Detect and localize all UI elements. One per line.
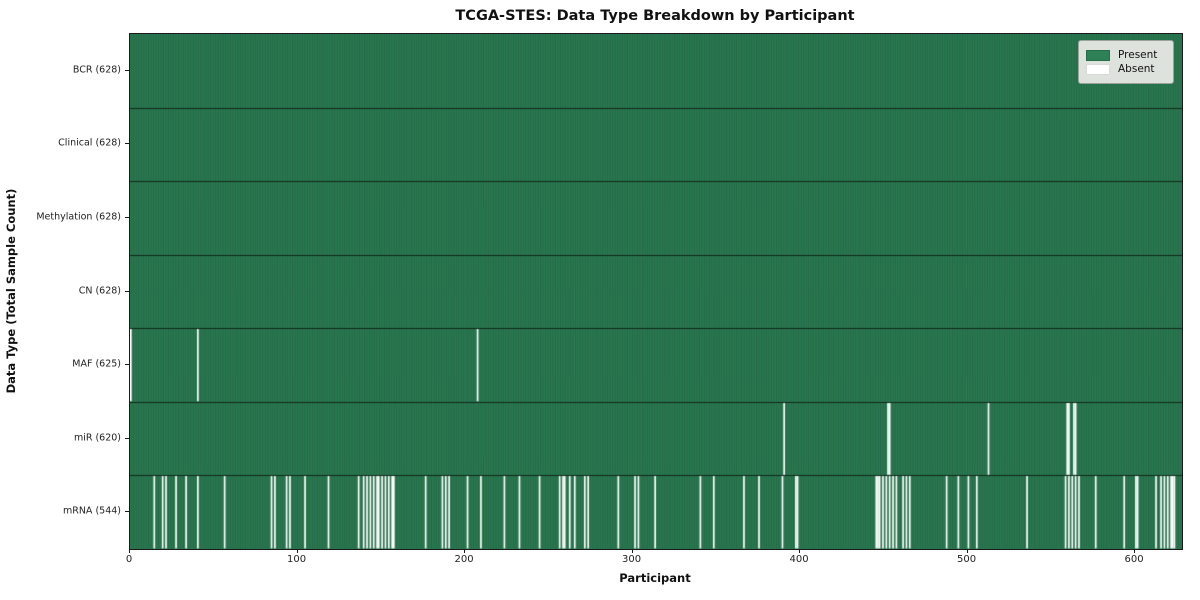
chart-title: TCGA-STES: Data Type Breakdown by Partic… [455,8,855,24]
x-axis-label: Participant [619,571,691,585]
y-tick-label-mRNA: mRNA (544) [62,505,121,517]
legend-label-present: Present [1118,49,1158,61]
y-tick-mark [125,69,129,71]
x-tick-label-300: 300 [622,554,642,565]
y-axis-label: Data Type (Total Sample Count) [4,188,18,394]
x-tick-mark [464,549,466,553]
y-tick-mark [125,511,129,513]
y-tick-mark [125,290,129,292]
legend-item-absent: Absent [1086,63,1165,75]
x-tick-mark [296,549,298,553]
x-tick-mark [631,549,633,553]
x-tick-mark [1134,549,1136,553]
y-tick-mark [125,143,129,145]
x-tick-label-100: 100 [286,554,307,565]
x-tick-mark [966,549,968,553]
y-tick-label-Methylation: Methylation (628) [36,211,121,223]
legend-label-absent: Absent [1118,63,1155,75]
plot-area [129,33,1183,550]
y-tick-mark [125,437,129,439]
y-tick-label-MAF: MAF (625) [72,358,121,370]
x-tick-mark [129,549,130,553]
x-tick-label-400: 400 [789,554,809,565]
absent-swatch-icon [1086,63,1110,75]
heatmap-canvas [130,34,1182,549]
legend-item-present: Present [1086,49,1165,61]
x-tick-label-600: 600 [1124,554,1144,565]
y-tick-label-CN: CN (628) [78,285,121,296]
y-tick-label-Clinical: Clinical (628) [58,137,121,149]
present-swatch-icon [1086,49,1110,61]
legend: Present Absent [1078,40,1174,84]
y-tick-label-miR: miR (620) [73,432,121,444]
y-tick-mark [125,364,129,366]
x-tick-label-200: 200 [454,554,474,565]
x-tick-label-0: 0 [125,554,133,565]
x-tick-mark [799,549,801,553]
y-tick-label-BCR: BCR (628) [72,64,121,76]
y-tick-mark [125,216,129,218]
x-tick-label-500: 500 [957,554,977,565]
